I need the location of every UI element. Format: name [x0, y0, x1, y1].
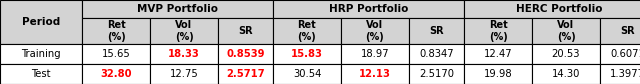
Bar — [150, 44, 218, 64]
Text: Ret
(%): Ret (%) — [488, 20, 508, 42]
Bar — [600, 64, 640, 84]
Text: 0.8347: 0.8347 — [419, 49, 454, 59]
Bar — [273, 18, 341, 44]
Text: Period: Period — [22, 17, 60, 27]
Bar — [341, 44, 409, 64]
Text: Training: Training — [21, 49, 61, 59]
Bar — [464, 18, 532, 44]
Text: 0.6071: 0.6071 — [610, 49, 640, 59]
Text: 1.3977: 1.3977 — [610, 69, 640, 79]
Text: Test: Test — [31, 69, 51, 79]
Bar — [218, 18, 273, 44]
Text: HERC Portfolio: HERC Portfolio — [516, 4, 603, 14]
Bar — [600, 44, 640, 64]
Text: MVP Portfolio: MVP Portfolio — [137, 4, 218, 14]
Text: 12.13: 12.13 — [359, 69, 391, 79]
Bar — [341, 18, 409, 44]
Bar — [273, 44, 341, 64]
Text: 2.5717: 2.5717 — [226, 69, 265, 79]
Bar — [273, 64, 341, 84]
Text: 15.65: 15.65 — [102, 49, 131, 59]
Text: Ret
(%): Ret (%) — [107, 20, 125, 42]
Bar — [218, 44, 273, 64]
Text: Vol
(%): Vol (%) — [365, 20, 385, 42]
Bar — [409, 18, 464, 44]
Bar — [0, 44, 82, 64]
Text: 2.5170: 2.5170 — [419, 69, 454, 79]
Bar — [82, 18, 150, 44]
Text: Ret
(%): Ret (%) — [298, 20, 316, 42]
Bar — [0, 64, 82, 84]
Bar — [409, 44, 464, 64]
Bar — [218, 64, 273, 84]
Bar — [82, 0, 273, 18]
Bar — [409, 64, 464, 84]
Bar — [150, 64, 218, 84]
Bar — [600, 18, 640, 44]
Bar — [150, 18, 218, 44]
Bar — [82, 44, 150, 64]
Text: 0.8539: 0.8539 — [227, 49, 265, 59]
Bar — [532, 44, 600, 64]
Text: 32.80: 32.80 — [100, 69, 132, 79]
Bar — [532, 64, 600, 84]
Text: 18.97: 18.97 — [361, 49, 389, 59]
Bar — [0, 0, 82, 44]
Bar — [532, 18, 600, 44]
Text: 15.83: 15.83 — [291, 49, 323, 59]
Bar — [273, 0, 464, 18]
Text: 14.30: 14.30 — [552, 69, 580, 79]
Text: 12.47: 12.47 — [484, 49, 512, 59]
Text: 19.98: 19.98 — [484, 69, 512, 79]
Text: 12.75: 12.75 — [170, 69, 198, 79]
Bar — [82, 64, 150, 84]
Bar — [464, 0, 640, 18]
Text: 30.54: 30.54 — [293, 69, 321, 79]
Text: SR: SR — [429, 26, 444, 36]
Text: HRP Portfolio: HRP Portfolio — [329, 4, 408, 14]
Text: SR: SR — [620, 26, 635, 36]
Text: 18.33: 18.33 — [168, 49, 200, 59]
Bar — [341, 64, 409, 84]
Bar — [464, 64, 532, 84]
Text: SR: SR — [238, 26, 253, 36]
Text: Vol
(%): Vol (%) — [175, 20, 193, 42]
Text: Vol
(%): Vol (%) — [557, 20, 575, 42]
Bar — [464, 44, 532, 64]
Text: 20.53: 20.53 — [552, 49, 580, 59]
